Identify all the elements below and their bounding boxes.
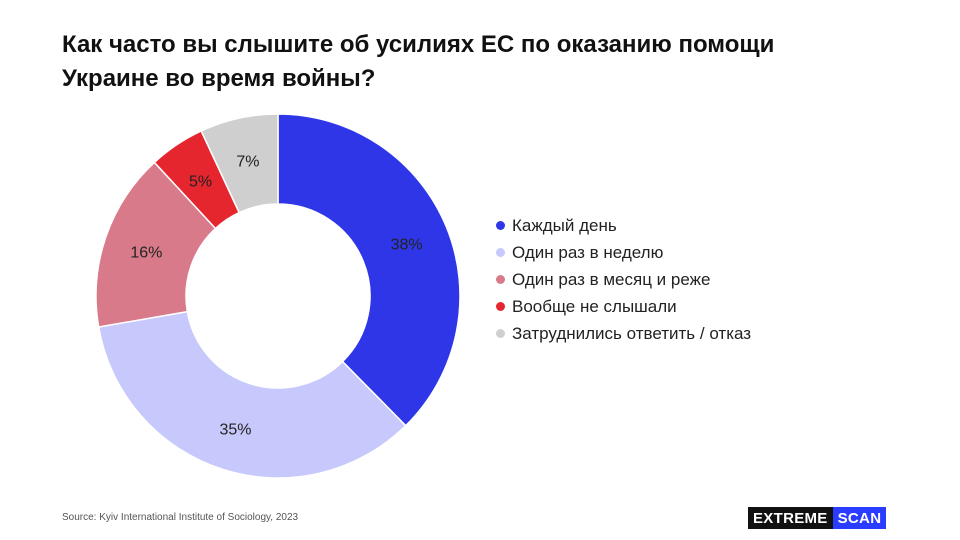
legend-swatch-1 [496, 221, 505, 230]
legend-swatch-3 [496, 275, 505, 284]
donut-slice-2 [97, 310, 407, 479]
data-label-4: 5% [189, 174, 212, 191]
legend-swatch-4 [496, 302, 505, 311]
chart-title: Как часто вы слышите об усилиях ЕС по ок… [62, 28, 922, 96]
legend-item-1: Каждый день [496, 212, 751, 239]
chart-title-line-1: Как часто вы слышите об усилиях ЕС по ок… [62, 31, 775, 58]
donut-slice-5 [200, 113, 279, 214]
legend-item-2: Один раз в неделю [496, 239, 751, 266]
legend-label-3: Один раз в месяц и реже [512, 269, 711, 289]
data-label-2: 35% [219, 421, 251, 438]
data-label-5: 7% [236, 153, 259, 170]
chart-legend: Каждый день Один раз в неделю Один раз в м… [496, 212, 751, 347]
legend-item-5: Затруднились ответить / отказ [496, 320, 751, 347]
donut-slice-1 [277, 113, 461, 427]
legend-label-5: Затруднились ответить / отказ [512, 323, 752, 343]
legend-swatch-2 [496, 248, 505, 257]
legend-item-3: Один раз в месяц и реже [496, 266, 751, 293]
data-label-3: 16% [130, 244, 162, 261]
chart-title-line-2: Украине во время войны? [62, 65, 376, 92]
brand-logo-part-2: SCAN [832, 507, 887, 529]
donut-slice-3 [95, 161, 217, 328]
legend-label-1: Каждый день [512, 215, 617, 235]
brand-logo: EXTREME SCAN [748, 507, 887, 529]
legend-label-2: Один раз в неделю [512, 242, 664, 262]
source-note: Source: Kyiv International Institute of … [62, 512, 299, 523]
brand-logo-part-1: EXTREME [748, 507, 833, 529]
legend-item-4: Вообще не слышали [496, 293, 751, 320]
data-label-1: 38% [391, 236, 423, 253]
legend-swatch-5 [496, 329, 505, 338]
legend-label-4: Вообще не слышали [512, 296, 677, 316]
